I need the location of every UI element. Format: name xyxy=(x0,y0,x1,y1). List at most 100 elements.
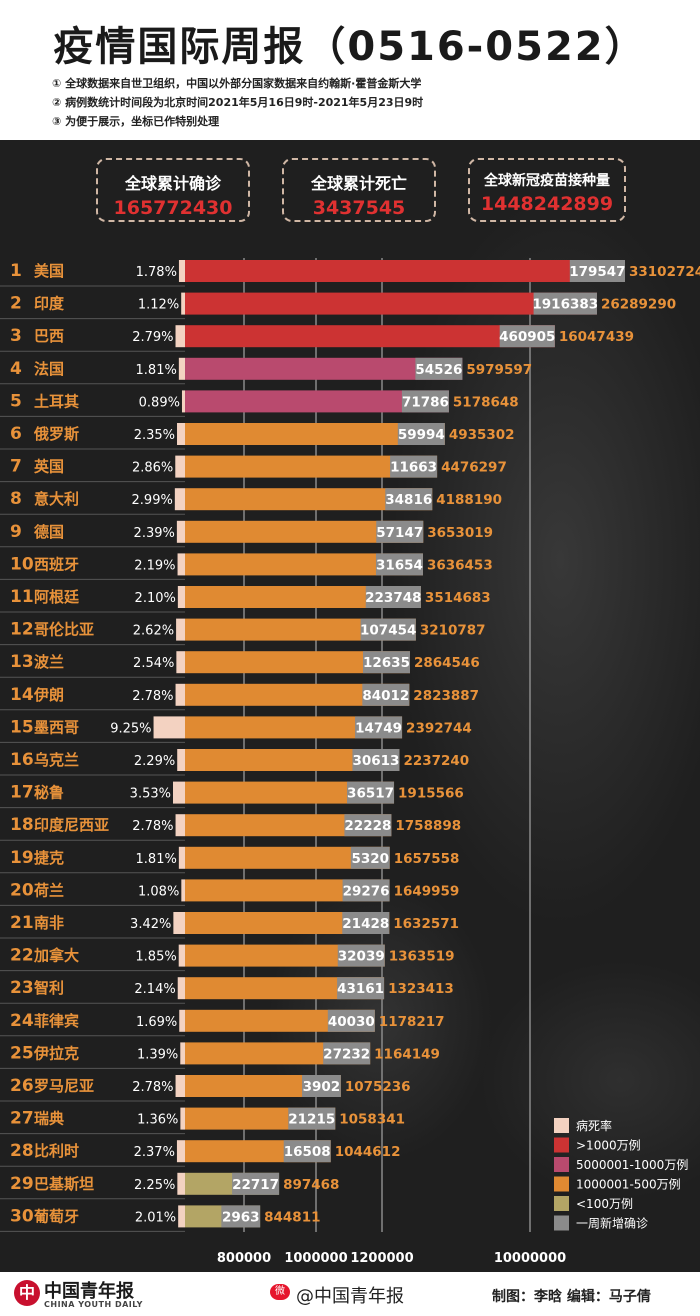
death-rate-bar xyxy=(180,1042,185,1065)
death-rate-bar xyxy=(173,912,185,934)
weekly-new-label: 22717 xyxy=(232,1177,279,1193)
country-label: 美国 xyxy=(34,262,64,280)
country-label: 乌克兰 xyxy=(34,751,79,769)
death-rate-bar xyxy=(178,944,185,967)
weibo-handle[interactable]: @中国青年报 xyxy=(296,1286,404,1307)
total-cases-label: 16047439 xyxy=(559,329,634,345)
death-rate-label: 2.29% xyxy=(134,754,175,769)
death-rate-label: 2.14% xyxy=(134,982,175,997)
total-cases-bar xyxy=(185,586,421,608)
legend-swatch xyxy=(554,1157,569,1172)
rank-label: 1 xyxy=(10,261,22,281)
total-cases-label: 5178648 xyxy=(453,394,519,410)
rank-label: 5 xyxy=(10,391,22,411)
death-rate-label: 3.53% xyxy=(130,787,171,802)
death-rate-label: 1.78% xyxy=(136,265,177,280)
death-rate-label: 9.25% xyxy=(110,721,151,736)
stat-label: 全球新冠疫苗接种量 xyxy=(484,173,610,189)
death-rate-label: 3.42% xyxy=(130,917,171,932)
total-cases-label: 1649959 xyxy=(394,883,460,899)
note-1: ① 全球数据来自世卫组织，中国以外部分国家数据来自约翰斯·霍普金斯大学 xyxy=(52,77,422,90)
legend-swatch xyxy=(554,1215,569,1231)
country-label: 伊拉克 xyxy=(33,1044,79,1062)
page-title: 疫情国际周报（0516-0522） xyxy=(53,24,647,70)
note-3: ③ 为便于展示，坐标已作特别处理 xyxy=(52,115,220,128)
death-rate-label: 2.01% xyxy=(135,1210,176,1225)
rank-label: 13 xyxy=(10,652,34,672)
total-cases-bar xyxy=(185,1009,375,1032)
death-rate-bar xyxy=(177,423,185,445)
country-label: 菲律宾 xyxy=(34,1012,79,1030)
weekly-new-label: 5320 xyxy=(352,851,390,867)
legend-label: 1000001-500万例 xyxy=(576,1178,681,1192)
weekly-new-label: 43161 xyxy=(337,981,384,997)
total-cases-label: 1632571 xyxy=(393,916,459,932)
weekly-new-label: 21428 xyxy=(342,916,389,932)
weekly-new-label: 29276 xyxy=(343,883,390,899)
total-cases-label: 2864546 xyxy=(414,655,480,671)
weekly-new-label: 3902 xyxy=(303,1079,341,1095)
stat-global-vaccinations: 全球新冠疫苗接种量 1448242899 xyxy=(468,158,626,222)
total-cases-label: 1915566 xyxy=(398,786,464,802)
rank-label: 22 xyxy=(10,946,34,966)
total-cases-label: 1657558 xyxy=(394,851,460,867)
death-rate-bar xyxy=(181,879,185,902)
death-rate-label: 2.37% xyxy=(134,1145,175,1160)
death-rate-label: 2.54% xyxy=(133,656,174,671)
weekly-new-box xyxy=(390,455,438,478)
death-rate-bar xyxy=(176,651,185,674)
death-rate-label: 1.08% xyxy=(138,884,179,899)
weekly-new-box xyxy=(344,814,392,837)
country-label: 瑞典 xyxy=(34,1110,64,1128)
weekly-new-label: 16508 xyxy=(284,1144,331,1160)
country-label: 葡萄牙 xyxy=(33,1207,79,1225)
total-cases-label: 4188190 xyxy=(436,492,502,508)
logo-english: CHINA YOUTH DAILY xyxy=(44,1300,143,1309)
rank-label: 27 xyxy=(10,1109,34,1129)
death-rate-label: 2.62% xyxy=(133,624,174,639)
weekly-new-box xyxy=(355,716,403,739)
weekly-new-label: 31654 xyxy=(376,557,423,573)
rank-label: 30 xyxy=(10,1206,34,1226)
country-label: 德国 xyxy=(34,523,64,541)
weekly-new-box xyxy=(569,260,625,282)
total-cases-label: 1075236 xyxy=(345,1079,411,1095)
country-label: 捷克 xyxy=(34,849,64,867)
death-rate-label: 2.10% xyxy=(135,591,176,606)
country-label: 印度尼西亚 xyxy=(34,816,109,834)
cyd-logo-icon: 中 xyxy=(14,1280,40,1306)
total-cases-label: 3636453 xyxy=(427,557,493,573)
weekly-new-label: 11663 xyxy=(390,460,437,476)
stat-value: 165772430 xyxy=(113,197,233,219)
weekly-new-label: 36517 xyxy=(347,786,394,802)
total-cases-label: 2237240 xyxy=(403,753,469,769)
country-label: 西班牙 xyxy=(34,555,79,573)
weekly-new-label: 27232 xyxy=(323,1046,370,1062)
rank-label: 3 xyxy=(10,326,22,346)
stat-label: 全球累计确诊 xyxy=(124,174,221,193)
total-cases-label: 897468 xyxy=(283,1177,339,1193)
notes: ① 全球数据来自世卫组织，中国以外部分国家数据来自约翰斯·霍普金斯大学 ② 病例… xyxy=(52,74,423,131)
weekly-new-box xyxy=(360,618,416,641)
weekly-new-box xyxy=(376,520,424,543)
rank-label: 23 xyxy=(10,978,34,998)
total-cases-label: 1164149 xyxy=(374,1046,440,1062)
total-cases-label: 1758898 xyxy=(395,818,461,834)
weekly-new-box xyxy=(323,1042,371,1065)
death-rate-bar xyxy=(175,814,185,837)
total-cases-bar xyxy=(185,683,410,706)
death-rate-bar xyxy=(178,260,185,282)
death-rate-label: 0.89% xyxy=(139,395,180,410)
country-label: 波兰 xyxy=(34,653,64,671)
death-rate-bar xyxy=(175,325,185,348)
rank-label: 18 xyxy=(10,815,34,835)
weekly-new-label: 84012 xyxy=(362,688,409,704)
death-rate-bar xyxy=(176,1140,185,1163)
death-rate-bar xyxy=(176,618,185,641)
death-rate-label: 1.69% xyxy=(136,1015,177,1030)
country-label: 英国 xyxy=(34,458,64,476)
weekly-new-box xyxy=(362,683,410,706)
country-label: 哥伦比亚 xyxy=(34,621,94,639)
country-label: 墨西哥 xyxy=(34,718,79,736)
